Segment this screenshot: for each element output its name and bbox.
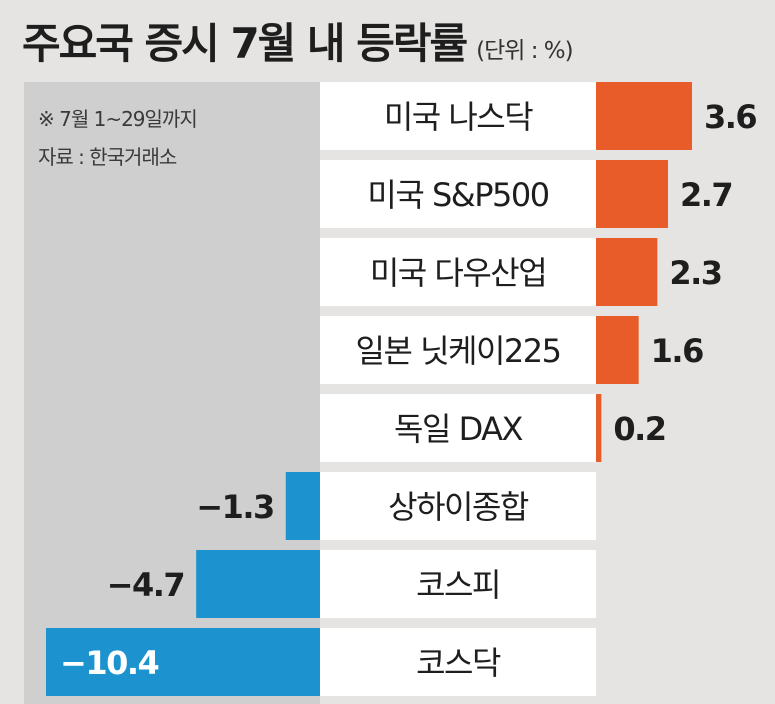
bar-negative xyxy=(285,472,320,540)
bar-negative xyxy=(196,550,320,618)
category-label: 코스피 xyxy=(416,566,500,604)
value-label: 0.2 xyxy=(613,410,665,448)
category-label: 코스닥 xyxy=(416,644,501,682)
bar-positive xyxy=(596,394,602,462)
bar-positive xyxy=(596,316,639,384)
category-box xyxy=(320,238,596,306)
category-box xyxy=(320,628,596,696)
category-box xyxy=(320,82,596,150)
bar-positive xyxy=(596,238,658,306)
value-label: −10.4 xyxy=(60,644,159,682)
unit-note: (단위 : %) xyxy=(476,38,573,64)
value-label: 2.7 xyxy=(680,176,732,214)
source-note: 자료 : 한국거래소 xyxy=(38,145,177,169)
category-box xyxy=(320,394,596,462)
category-label: 미국 다우산업 xyxy=(370,254,546,292)
value-label: 3.6 xyxy=(704,98,756,136)
title-row: 주요국 증시 7월 내 등락률 (단위 : %) xyxy=(22,10,574,70)
notes: ※ 7월 1~29일까지 자료 : 한국거래소 xyxy=(38,100,198,176)
value-label: −4.7 xyxy=(107,566,185,604)
bar-positive xyxy=(596,82,692,150)
category-label: 미국 나스닥 xyxy=(384,98,533,136)
value-label: −1.3 xyxy=(196,488,274,526)
category-label: 독일 DAX xyxy=(394,410,523,448)
chart-title: 주요국 증시 7월 내 등락률 xyxy=(22,19,468,68)
category-label: 미국 S&P500 xyxy=(367,176,548,214)
category-box xyxy=(320,550,596,618)
value-label: 1.6 xyxy=(651,332,703,370)
category-box xyxy=(320,160,596,228)
value-label: 2.3 xyxy=(669,254,721,292)
category-box xyxy=(320,316,596,384)
category-label: 일본 닛케이225 xyxy=(356,332,561,370)
category-label: 상하이종합 xyxy=(388,488,529,526)
category-box xyxy=(320,472,596,540)
period-note: ※ 7월 1~29일까지 xyxy=(38,107,198,131)
bar-negative xyxy=(46,628,320,696)
bar-positive xyxy=(596,160,668,228)
